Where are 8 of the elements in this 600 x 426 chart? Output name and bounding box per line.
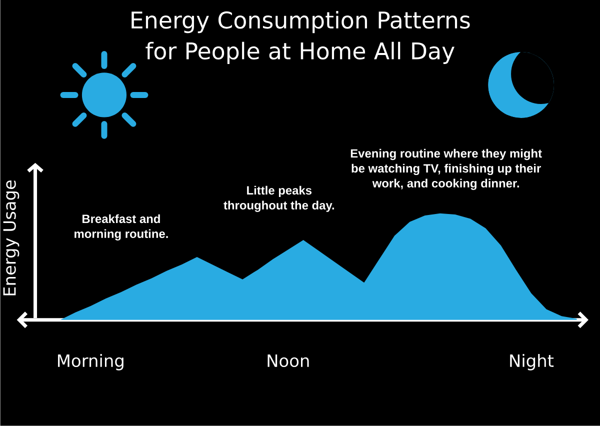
y-axis-title: Energy Usage [3, 180, 20, 296]
x-tick-label: Morning [58, 354, 124, 370]
annotation: Breakfast and morning routine. [74, 214, 168, 241]
x-tick-label: Noon [268, 354, 309, 368]
x-tick-label: Night [510, 354, 554, 370]
chart-title: Energy Consumption Patterns for People at Home All Day [132, 11, 470, 64]
text: Little peaks throughout the day. [224, 186, 334, 212]
text: Evening routine where they might be watching TV, finishing up their work, and cooking dinner. [350, 148, 542, 190]
